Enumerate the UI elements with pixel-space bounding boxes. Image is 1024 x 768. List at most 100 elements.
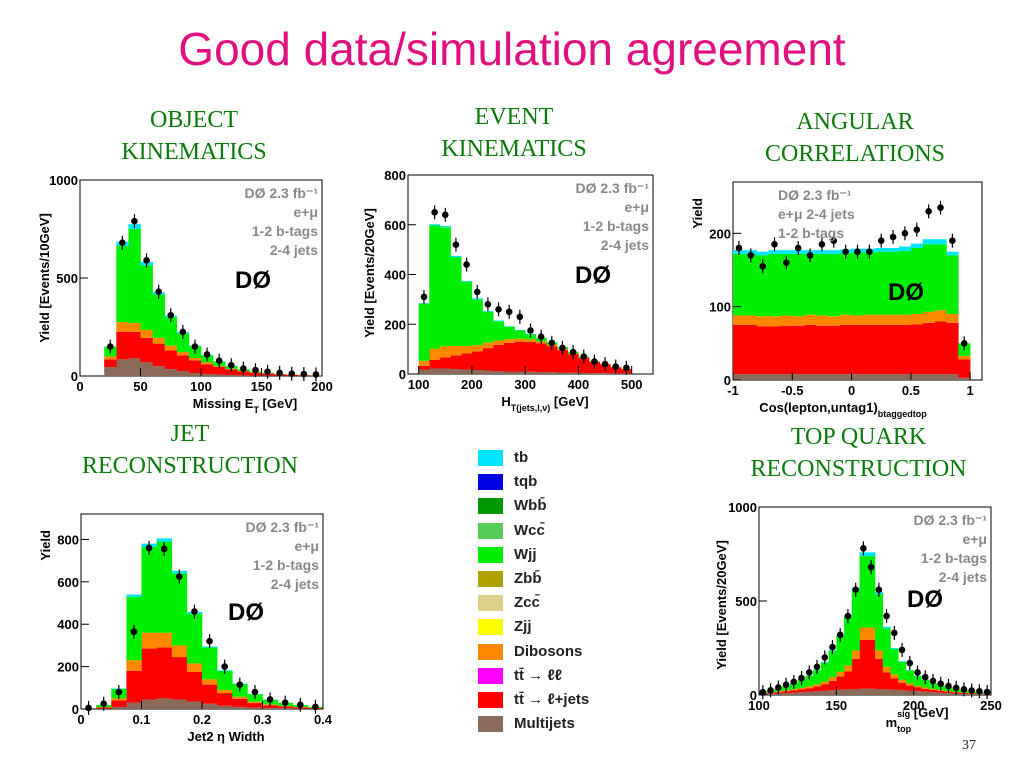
bar-segment <box>859 688 868 695</box>
bar-segment <box>905 683 914 686</box>
legend-label: Wjj <box>514 545 537 563</box>
bar-segment <box>899 246 912 251</box>
bar-segment <box>936 690 945 693</box>
bar-segment <box>851 325 864 375</box>
bar-segment <box>898 682 907 691</box>
bar-segment <box>152 366 165 376</box>
bar-segment <box>471 345 483 352</box>
data-point <box>806 252 814 259</box>
bar-segment <box>429 224 441 226</box>
data-point <box>829 643 836 651</box>
y-tick-label: 500 <box>56 271 78 286</box>
x-tick-label: 100 <box>190 379 212 394</box>
bar-segment <box>910 248 924 314</box>
data-point <box>537 333 545 340</box>
data-point <box>805 669 813 676</box>
legend-entry: tb <box>476 447 646 471</box>
plot-jet2-eta-width: 0 0.1 0.2 0.3 0.4 0 200 400 600 800 Jet2 η Width Yi… <box>38 513 333 744</box>
bar-segment <box>450 257 462 346</box>
bar-segment <box>882 628 891 667</box>
data-point <box>783 259 790 266</box>
bar-segment <box>461 281 473 346</box>
bar-segment <box>946 314 959 323</box>
bar-segment <box>828 680 837 691</box>
bar-segment <box>126 670 142 703</box>
legend-label: Zcc̄ <box>514 594 540 612</box>
plot-m-top-sig: 100 150 200 250 0 500 1000 mtopsig [GeV] Yield [… <box>714 500 1002 734</box>
data-point <box>867 563 875 571</box>
legend-label: Zjj <box>514 618 532 636</box>
plot-cos-lepton-untag: -1 -0.5 0 0.5 1 0 100 200 Cos(lepton,untag1)btag… <box>690 181 983 419</box>
data-point <box>818 241 826 248</box>
legend-label: Dibosons <box>514 642 583 660</box>
data-point <box>100 700 107 708</box>
x-tick-label: 150 <box>251 379 273 394</box>
data-point <box>115 688 123 696</box>
legend-entry: Wbb̄ <box>476 495 646 519</box>
bar-segment <box>820 684 829 691</box>
legend-swatch <box>478 546 503 563</box>
legend-entry: tqb <box>476 471 646 495</box>
bar-segment <box>899 325 912 375</box>
bar-segment <box>213 374 226 376</box>
bar-segment <box>922 322 935 375</box>
dzero-logo: DØ <box>575 262 611 289</box>
bar-segment <box>867 627 876 640</box>
bar-segment <box>164 317 178 346</box>
x-tick-label: 500 <box>621 377 643 392</box>
legend-swatch <box>478 595 503 612</box>
bar-segment <box>828 690 837 695</box>
bar-segment <box>503 371 515 374</box>
bar-segment <box>733 325 746 375</box>
bar-segment <box>461 280 473 282</box>
data-point <box>968 687 975 694</box>
bar-segment <box>851 688 860 695</box>
data-point <box>844 612 852 620</box>
x-tick-label: 0 <box>76 379 83 394</box>
bar-segment <box>910 324 924 375</box>
data-point <box>747 252 755 259</box>
bar-segment <box>104 359 117 368</box>
section-label-angular-correlations: ANGULAR CORRELATIONS <box>730 106 980 170</box>
bar-segment <box>851 658 860 689</box>
info-text: DØ 2.3 fb⁻¹ <box>244 185 318 201</box>
bar-segment <box>780 374 793 380</box>
y-axis-label: Yield [Events/20GeV] <box>362 208 377 338</box>
data-point <box>484 301 492 308</box>
bar-segment <box>958 377 971 380</box>
data-point <box>281 699 289 706</box>
x-tick-label: 100 <box>408 377 430 392</box>
y-tick-label: 600 <box>57 575 79 590</box>
bar-segment <box>816 250 829 254</box>
data-point <box>921 673 929 681</box>
bar-segment <box>461 369 473 374</box>
bar-segment <box>450 355 462 370</box>
bar-segment <box>820 662 829 682</box>
data-point <box>854 248 861 255</box>
bar-segment <box>851 590 860 651</box>
bar-segment <box>782 693 791 695</box>
data-point <box>227 361 235 369</box>
bar-segment <box>156 541 173 633</box>
bar-segment <box>827 253 841 317</box>
bar-segment <box>578 373 590 374</box>
bar-segment <box>887 251 900 315</box>
bar-segment <box>890 689 899 695</box>
bar-segment <box>141 648 157 700</box>
bar-segment <box>905 669 914 671</box>
data-point <box>821 654 829 661</box>
legend-swatch <box>478 474 503 491</box>
bar-segment <box>836 671 845 677</box>
bar-segment <box>863 325 876 375</box>
bar-segment <box>820 681 829 685</box>
data-point <box>548 339 556 347</box>
bar-segment <box>804 374 817 380</box>
bar-segment <box>934 239 947 245</box>
bar-segment <box>875 251 888 315</box>
section-label-line2: RECONSTRUCTION <box>81 453 298 479</box>
bar-segment <box>797 692 806 695</box>
bar-segment <box>188 360 202 374</box>
bar-segment <box>152 343 165 367</box>
data-point <box>983 688 991 696</box>
bar-segment <box>922 374 935 380</box>
